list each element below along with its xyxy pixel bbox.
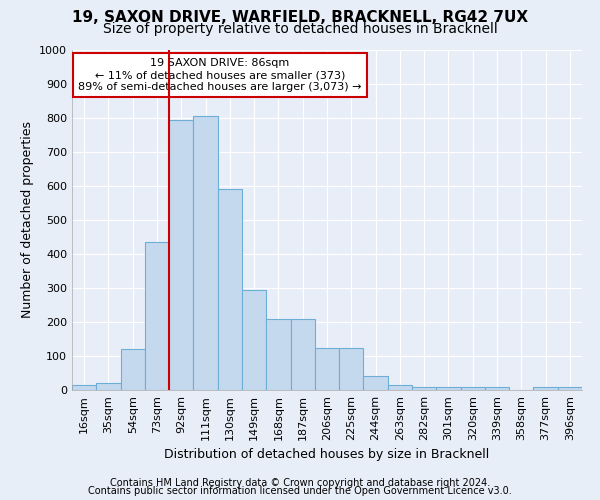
Bar (461, 386, 485, 390)
X-axis label: Distribution of detached houses by size in Bracknell: Distribution of detached houses by size … (164, 448, 490, 462)
Y-axis label: Number of detached properties: Number of detached properties (20, 122, 34, 318)
Bar (533, 386, 558, 390)
Bar (315, 348, 339, 390)
Bar (485, 386, 509, 390)
Bar (72, 385, 96, 390)
Bar (218, 190, 242, 390)
Bar (193, 116, 218, 390)
Bar (266, 318, 290, 390)
Bar (339, 348, 364, 390)
Bar (96, 383, 121, 390)
Text: Contains public sector information licensed under the Open Government Licence v3: Contains public sector information licen… (88, 486, 512, 496)
Bar (242, 290, 266, 390)
Bar (388, 385, 412, 390)
Text: Contains HM Land Registry data © Crown copyright and database right 2024.: Contains HM Land Registry data © Crown c… (110, 478, 490, 488)
Bar (436, 386, 461, 390)
Bar (169, 120, 193, 390)
Bar (290, 318, 315, 390)
Bar (412, 386, 436, 390)
Bar (558, 386, 582, 390)
Text: Size of property relative to detached houses in Bracknell: Size of property relative to detached ho… (103, 22, 497, 36)
Bar (145, 242, 169, 390)
Bar (121, 349, 145, 390)
Bar (364, 376, 388, 390)
Text: 19 SAXON DRIVE: 86sqm
← 11% of detached houses are smaller (373)
89% of semi-det: 19 SAXON DRIVE: 86sqm ← 11% of detached … (78, 58, 362, 92)
Text: 19, SAXON DRIVE, WARFIELD, BRACKNELL, RG42 7UX: 19, SAXON DRIVE, WARFIELD, BRACKNELL, RG… (72, 10, 528, 25)
